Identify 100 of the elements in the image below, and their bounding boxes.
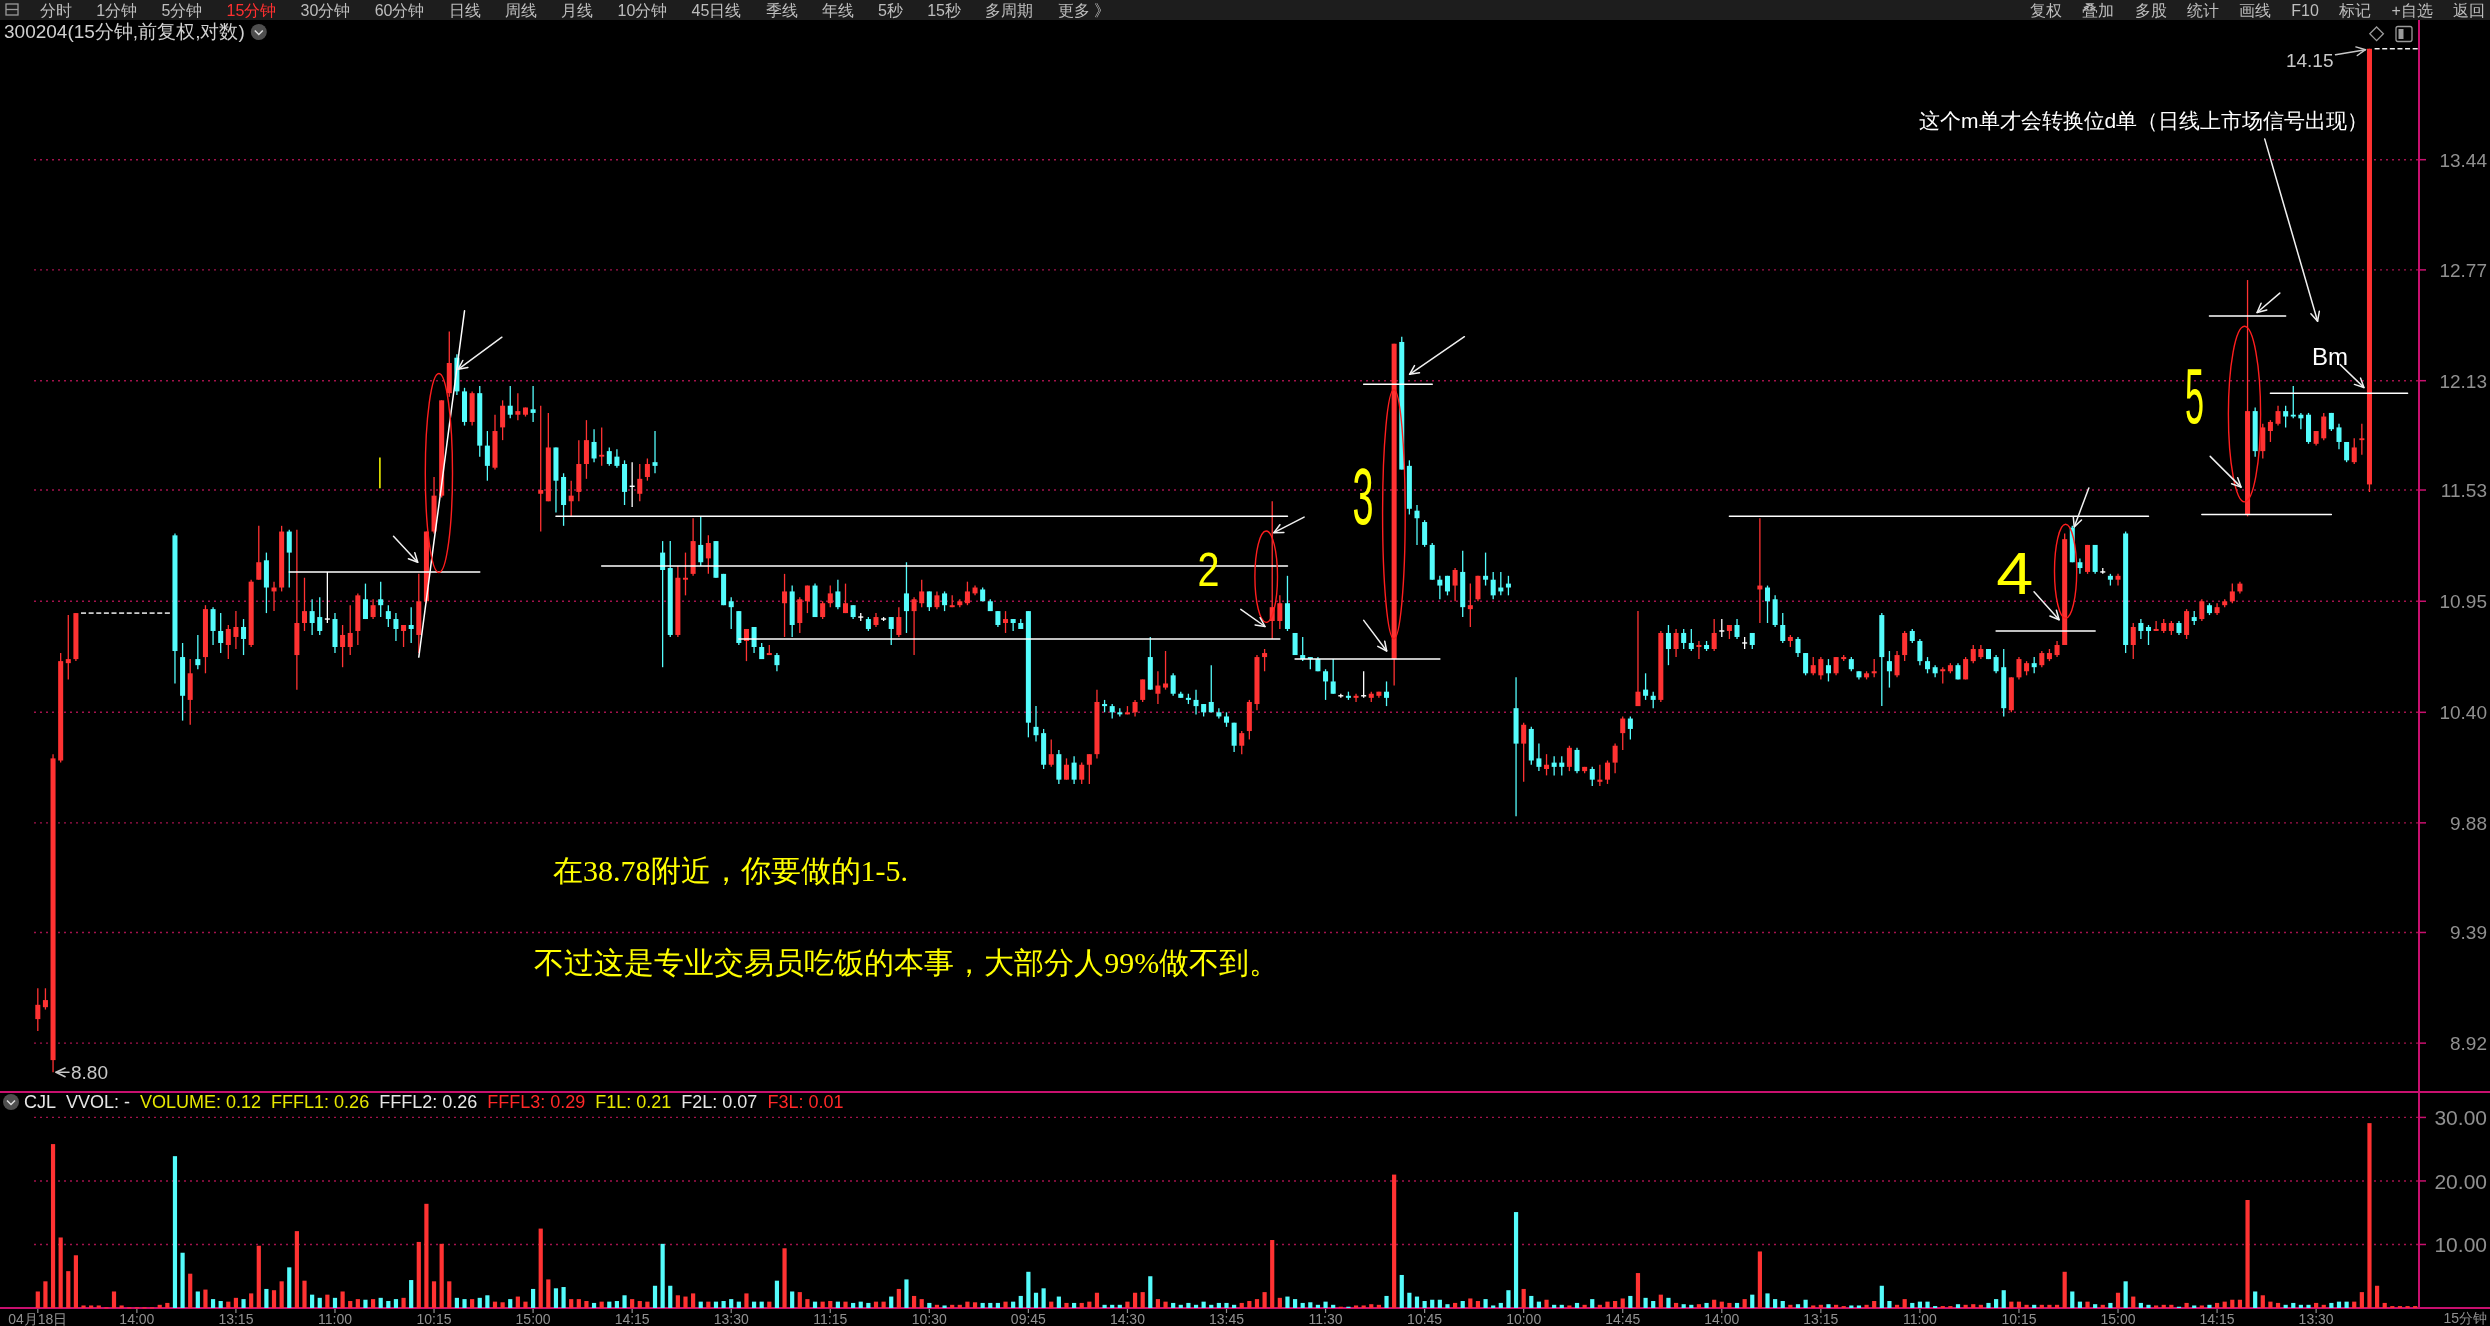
bar (1163, 1301, 1168, 1308)
candlestick (1163, 650, 1169, 691)
bar (2161, 1304, 2166, 1308)
bar (1422, 1301, 1427, 1308)
candlestick (843, 582, 849, 614)
candlestick (1422, 519, 1428, 548)
bar (584, 1301, 589, 1308)
bar (393, 1299, 399, 1308)
candlestick (301, 577, 308, 632)
bar (538, 1228, 543, 1308)
bar (157, 1304, 162, 1308)
bar (1125, 1301, 1130, 1308)
candlestick (1795, 636, 1801, 658)
bar (1529, 1295, 1534, 1308)
bar (1643, 1297, 1648, 1308)
candlestick (2199, 598, 2205, 622)
candlestick (317, 596, 323, 636)
bar (790, 1291, 795, 1308)
bar (1498, 1302, 1503, 1308)
bar (1818, 1304, 1823, 1308)
y-tick-label: 20.00 (2434, 1169, 2487, 1193)
candlestick (1086, 753, 1092, 785)
bar (1651, 1301, 1656, 1308)
candlestick (241, 618, 247, 656)
annotation: 日线 (448, 2, 481, 19)
bar (409, 1280, 414, 1308)
candlestick (1475, 575, 1481, 602)
candlestick (1574, 747, 1580, 774)
candlestick (2275, 405, 2281, 427)
candlestick (2145, 624, 2152, 646)
bar (2314, 1302, 2319, 1308)
candlestick (1917, 638, 1923, 666)
candlestick (362, 582, 368, 620)
bar (896, 1288, 901, 1308)
bar (203, 1289, 208, 1308)
bar (1216, 1302, 1221, 1308)
candlestick (210, 606, 216, 646)
candlestick (888, 616, 894, 646)
candlestick (1818, 656, 1824, 681)
bar (1361, 1305, 1366, 1308)
bar (1155, 1299, 1161, 1308)
y-tick-label: 11.53 (2440, 479, 2487, 501)
bar (995, 1302, 1000, 1308)
bar (1079, 1302, 1084, 1308)
candlestick (2153, 620, 2159, 632)
bar (622, 1295, 627, 1308)
bar (1460, 1301, 1465, 1308)
bar (401, 1297, 406, 1308)
candlestick (1597, 764, 1603, 787)
x-tick-label: 14:30 (1109, 1310, 1146, 1326)
y-tick-label: 9.88 (2450, 812, 2487, 834)
bar (675, 1295, 680, 1308)
candlestick (1277, 594, 1283, 630)
bar (447, 1281, 452, 1308)
candlestick (1833, 656, 1839, 676)
x-tick-label: 14:15 (2199, 1310, 2235, 1326)
bar (691, 1293, 696, 1308)
candlestick (1810, 656, 1816, 676)
bar (2154, 1305, 2159, 1308)
bar (2359, 1292, 2364, 1308)
x-tick-label: 14:00 (119, 1310, 155, 1326)
candlestick (2077, 557, 2083, 575)
annotation: Bm (2311, 343, 2348, 370)
bar (965, 1301, 970, 1308)
candlestick (2283, 405, 2289, 429)
bar (2268, 1301, 2273, 1308)
x-tick-label: 11:00 (317, 1310, 353, 1326)
bar (614, 1301, 620, 1308)
bar (2214, 1302, 2220, 1308)
bar (370, 1299, 376, 1308)
candlestick (2138, 618, 2144, 640)
bar (1780, 1301, 1785, 1308)
bar (553, 1288, 559, 1308)
bar (972, 1302, 978, 1308)
candlestick (1711, 618, 1717, 652)
bar (172, 1156, 178, 1308)
candlestick (1170, 672, 1176, 697)
bar (2062, 1271, 2067, 1308)
candlestick (507, 385, 513, 419)
bar (96, 1305, 101, 1308)
bar (843, 1301, 848, 1308)
bar (2039, 1304, 2044, 1308)
y-tick-label: 9.39 (2450, 922, 2487, 944)
bar (2367, 1123, 2372, 1308)
candlestick (225, 624, 231, 660)
bar (1483, 1299, 1488, 1308)
candlestick (2115, 573, 2121, 587)
bar (1437, 1299, 1442, 1308)
bar (1239, 1302, 1244, 1308)
candlestick (1886, 650, 1892, 689)
bar (927, 1302, 932, 1308)
bar (1148, 1276, 1153, 1308)
bar (355, 1299, 360, 1308)
bar (454, 1297, 459, 1308)
bar (1300, 1302, 1305, 1308)
bar (317, 1297, 322, 1308)
candlestick (599, 426, 605, 467)
candlestick (1734, 618, 1740, 640)
candlestick (1825, 658, 1831, 683)
bar (218, 1301, 223, 1308)
